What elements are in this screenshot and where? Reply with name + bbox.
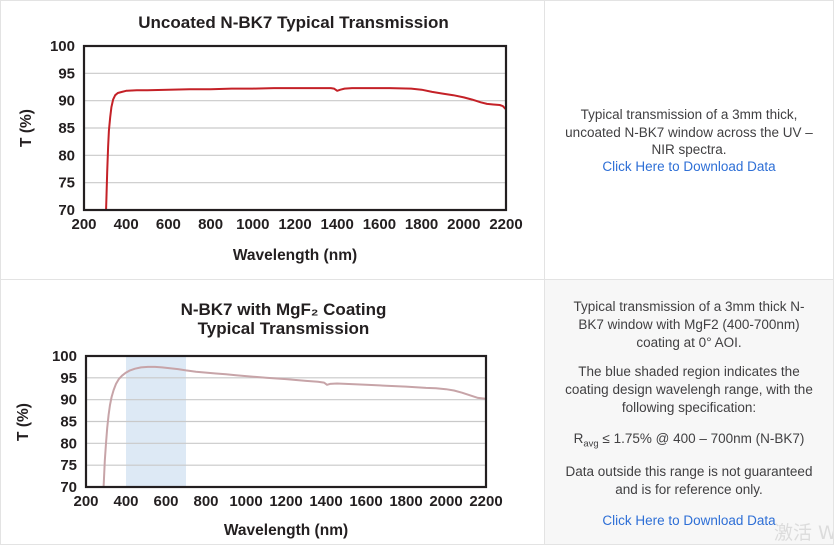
y-tick-label: 70: [60, 479, 77, 496]
y-tick-label: 70: [58, 202, 75, 219]
transmission-curve: [105, 87, 506, 210]
x-tick-label: 1400: [321, 216, 354, 233]
spec-value: ≤ 1.75% @ 400 – 700nm (N-BK7): [598, 430, 805, 446]
x-tick-label: 1200: [278, 216, 311, 233]
x-tick-label: 200: [73, 493, 98, 510]
y-tick-label: 80: [58, 147, 75, 164]
x-tick-label: 1200: [269, 493, 302, 510]
x-tick-label: 1000: [229, 493, 262, 510]
uncoated-description-text: Typical transmission of a 3mm thick, unc…: [565, 106, 813, 158]
x-tick-label: 1600: [363, 216, 396, 233]
y-tick-label: 75: [58, 175, 75, 192]
uncoated-transmission-chart: 70 75 80 85 90 95 100 200 400 600 800 1000 1200 1400 1…: [1, 37, 544, 277]
spec-prefix: R: [573, 430, 584, 446]
coated-chart-title-line1: N-BK7 with MgF₂ Coating: [180, 300, 387, 319]
x-tick-label: 800: [198, 216, 223, 233]
y-tick-label: 90: [60, 392, 77, 409]
x-tick-label: 600: [156, 216, 181, 233]
x-tick-label: 2200: [489, 216, 522, 233]
y-tick-label: 80: [60, 435, 77, 452]
x-axis-title: Wavelength (nm): [224, 522, 348, 539]
transmission-curve: [102, 365, 486, 487]
coated-chart-title-line2: Typical Transmission: [197, 319, 370, 338]
uncoated-download-link[interactable]: Click Here to Download Data: [602, 159, 776, 175]
x-axis-title: Wavelength (nm): [233, 247, 357, 264]
x-tick-label: 200: [71, 216, 96, 233]
x-tick-label: 1800: [405, 216, 438, 233]
spec-subscript: avg: [583, 438, 599, 450]
reference-only-note-text: Data outside this range is not guarantee…: [565, 464, 813, 498]
coated-download-link[interactable]: Click Here to Download Data: [602, 513, 776, 529]
x-tick-label: 1600: [349, 493, 382, 510]
x-tick-label: 600: [153, 493, 178, 510]
coated-chart-panel: N-BK7 with MgF₂ Coating Typical Transmis…: [1, 279, 544, 544]
uncoated-description-panel: Typical transmission of a 3mm thick, unc…: [544, 1, 833, 279]
reflectance-spec-text: Ravg ≤ 1.75% @ 400 – 700nm (N-BK7): [574, 431, 805, 450]
y-tick-label: 90: [58, 93, 75, 110]
y-tick-label: 75: [60, 457, 77, 474]
x-tick-label: 1400: [309, 493, 342, 510]
x-tick-label: 800: [193, 493, 218, 510]
y-tick-label: 85: [58, 120, 75, 137]
y-axis-title: T (%): [15, 403, 32, 441]
uncoated-chart-title: Uncoated N-BK7 Typical Transmission: [138, 13, 449, 32]
x-tick-label: 1800: [389, 493, 422, 510]
y-tick-label: 95: [60, 370, 77, 387]
uncoated-chart-panel: Uncoated N-BK7 Typical Transmission 70 75…: [1, 1, 544, 279]
x-tick-label: 2200: [469, 493, 502, 510]
x-tick-label: 1000: [236, 216, 269, 233]
x-tick-label: 2000: [447, 216, 480, 233]
coated-description-panel: Typical transmission of a 3mm thick N-BK…: [544, 279, 833, 544]
y-tick-label: 100: [50, 38, 75, 55]
x-tick-label: 2000: [429, 493, 462, 510]
x-tick-label: 400: [113, 493, 138, 510]
coating-band-note-text: The blue shaded region indicates the coa…: [565, 364, 813, 415]
coated-transmission-chart: 70 75 80 85 90 95 100 200 400 600 800 1000 1200 1400 1…: [1, 340, 544, 544]
x-tick-label: 400: [114, 216, 139, 233]
y-axis-title: T (%): [18, 109, 35, 147]
activate-windows-watermark: 激活 W: [774, 522, 834, 544]
y-tick-label: 85: [60, 414, 77, 431]
y-tick-label: 95: [58, 65, 75, 82]
coated-description-text: Typical transmission of a 3mm thick N-BK…: [573, 298, 805, 350]
y-tick-label: 100: [52, 348, 77, 365]
